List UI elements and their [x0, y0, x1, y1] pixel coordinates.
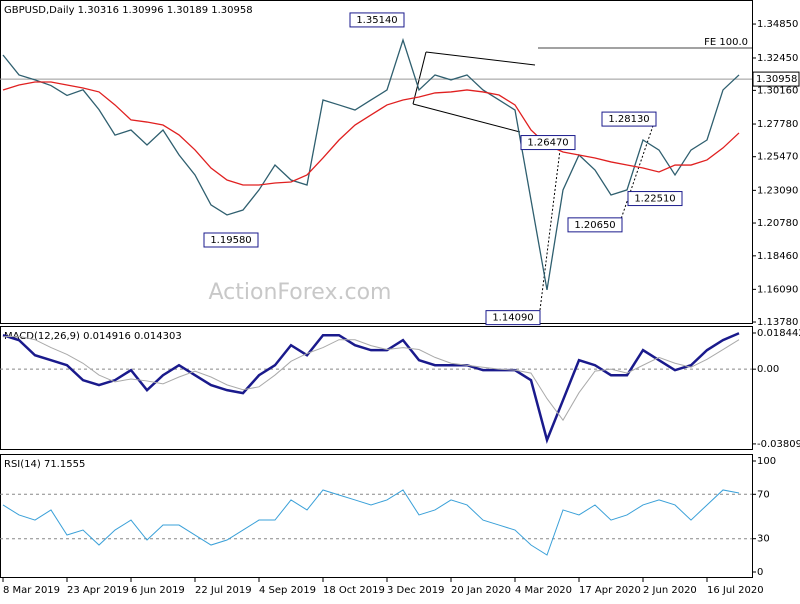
fib-line: [539, 149, 561, 311]
fib-line: [619, 119, 656, 223]
y-tick-label: 1.23090: [757, 185, 798, 196]
y-tick-label: 30: [757, 534, 770, 545]
price-frame: [0, 0, 753, 324]
level-label: 1.26470: [527, 138, 568, 149]
level-label: 1.28130: [608, 114, 649, 125]
level-box: [203, 232, 259, 248]
series-line: [2, 332, 740, 444]
x-tick-label: 23 Apr 2019: [67, 585, 129, 596]
y-tick-label: 1.16090: [757, 284, 798, 295]
x-tick-label: 16 Jul 2020: [707, 585, 764, 596]
level-box: [485, 310, 541, 326]
level-box: [601, 111, 657, 127]
panel-title: RSI(14) 71.1555: [4, 459, 85, 470]
level-label: 1.19580: [210, 235, 251, 246]
macd-frame: [0, 326, 753, 450]
level-label: 1.20650: [574, 220, 615, 231]
x-tick-label: 6 Jun 2019: [131, 585, 185, 596]
x-tick-label: 3 Dec 2019: [387, 585, 445, 596]
series-line: [2, 81, 740, 186]
y-tick-label: 0: [757, 567, 763, 578]
y-tick-label: 100: [757, 456, 776, 467]
level-box: [627, 191, 683, 207]
x-tick-label: 20 Jan 2020: [451, 585, 511, 596]
trendline: [412, 51, 427, 105]
x-tick-label: 2 Jun 2020: [643, 585, 697, 596]
series-line: [2, 489, 740, 556]
y-tick-label: 1.18460: [757, 251, 798, 262]
trendline: [425, 51, 536, 66]
x-tick-label: 4 Sep 2019: [259, 585, 316, 596]
level-box: [567, 217, 623, 233]
y-tick-label: 1.32450: [757, 53, 798, 64]
y-tick-label: 0.00: [757, 364, 779, 375]
y-tick-label: 1.20780: [757, 218, 798, 229]
x-tick-label: 17 Apr 2020: [579, 585, 641, 596]
y-tick-label: 1.25470: [757, 152, 798, 163]
y-tick-label: 1.30160: [757, 85, 798, 96]
panel-title: MACD(12,26,9) 0.014916 0.014303: [4, 331, 182, 342]
level-label: 1.35140: [356, 15, 397, 26]
last-price-box: [752, 71, 800, 87]
y-tick-label: 0.018442: [757, 328, 800, 339]
x-tick-label: 22 Jul 2019: [195, 585, 252, 596]
y-tick-label: -0.038095: [757, 439, 800, 450]
rsi-frame: [0, 454, 753, 578]
fe-label: FE 100.0: [704, 37, 748, 48]
last-price-label: 1.30958: [756, 74, 797, 85]
x-tick-label: 18 Oct 2019: [323, 585, 385, 596]
level-label: 1.22510: [634, 194, 675, 205]
series-line: [2, 335, 740, 422]
series-line: [2, 37, 740, 291]
y-tick-label: 1.34850: [757, 19, 798, 30]
level-box: [349, 12, 405, 28]
x-tick-label: 4 Mar 2020: [515, 585, 572, 596]
trendline: [412, 103, 521, 133]
x-tick-label: 8 Mar 2019: [3, 585, 60, 596]
level-label: 1.14090: [492, 313, 533, 324]
panel-title: GBPUSD,Daily 1.30316 1.30996 1.30189 1.3…: [4, 5, 253, 16]
y-tick-label: 1.13780: [757, 317, 798, 328]
y-tick-label: 70: [757, 489, 770, 500]
watermark: ActionForex.com: [209, 280, 392, 305]
y-tick-label: 1.27780: [757, 119, 798, 130]
level-box: [520, 135, 576, 151]
